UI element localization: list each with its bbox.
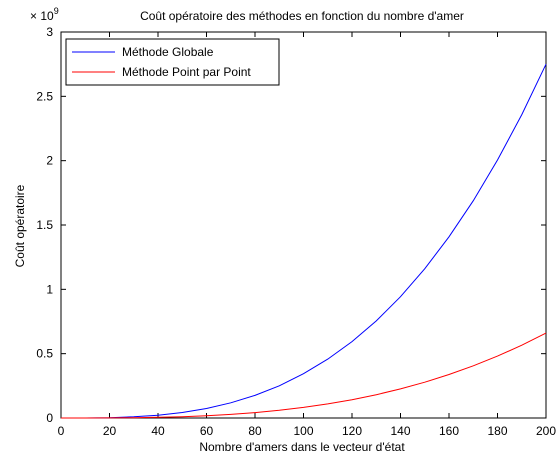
- x-tick-label-2: 40: [151, 424, 165, 438]
- legend-label-0: Méthode Globale: [122, 45, 214, 59]
- y-tick-label-4: 2: [46, 154, 53, 168]
- x-tick-label-3: 60: [200, 424, 214, 438]
- y-axis-multiplier-base: × 10: [30, 9, 54, 23]
- axes-box: [60, 31, 547, 419]
- y-axis-multiplier: × 109: [30, 6, 59, 23]
- y-tick-label-3: 1.5: [36, 218, 53, 232]
- x-tick-label-0: 0: [58, 424, 65, 438]
- x-tick-label-1: 20: [103, 424, 117, 438]
- x-tick-label-7: 140: [390, 424, 410, 438]
- legend-box: [65, 38, 280, 86]
- x-axis-label: Nombre d'amers dans le vecteur d'état: [199, 440, 405, 454]
- x-tick-label-9: 180: [487, 424, 507, 438]
- series-line-0: [61, 63, 547, 419]
- x-tick-label-6: 120: [342, 424, 362, 438]
- x-tick-label-4: 80: [248, 424, 262, 438]
- y-tick-label-6: 3: [46, 25, 53, 39]
- x-tick-label-5: 100: [293, 424, 313, 438]
- y-tick-label-2: 1: [46, 282, 53, 296]
- y-tick-label-1: 0.5: [36, 347, 53, 361]
- y-tick-label-5: 2.5: [36, 89, 53, 103]
- y-tick-label-0: 0: [46, 411, 53, 425]
- series-line-1: [61, 332, 547, 419]
- x-tick-label-10: 200: [536, 424, 556, 438]
- plot-area: 0 20 40 60 80 100 120 140 160 180 200 0 0.5 1 1.5 2 2.5 3…: [36, 25, 556, 438]
- x-tick-label-8: 160: [439, 424, 459, 438]
- y-axis-label: Coût opératoire: [13, 184, 27, 267]
- y-axis-multiplier-exponent: 9: [54, 6, 59, 16]
- chart-title: Coût opératoire des méthodes en fonction…: [140, 9, 464, 23]
- legend-label-1: Méthode Point par Point: [122, 65, 251, 79]
